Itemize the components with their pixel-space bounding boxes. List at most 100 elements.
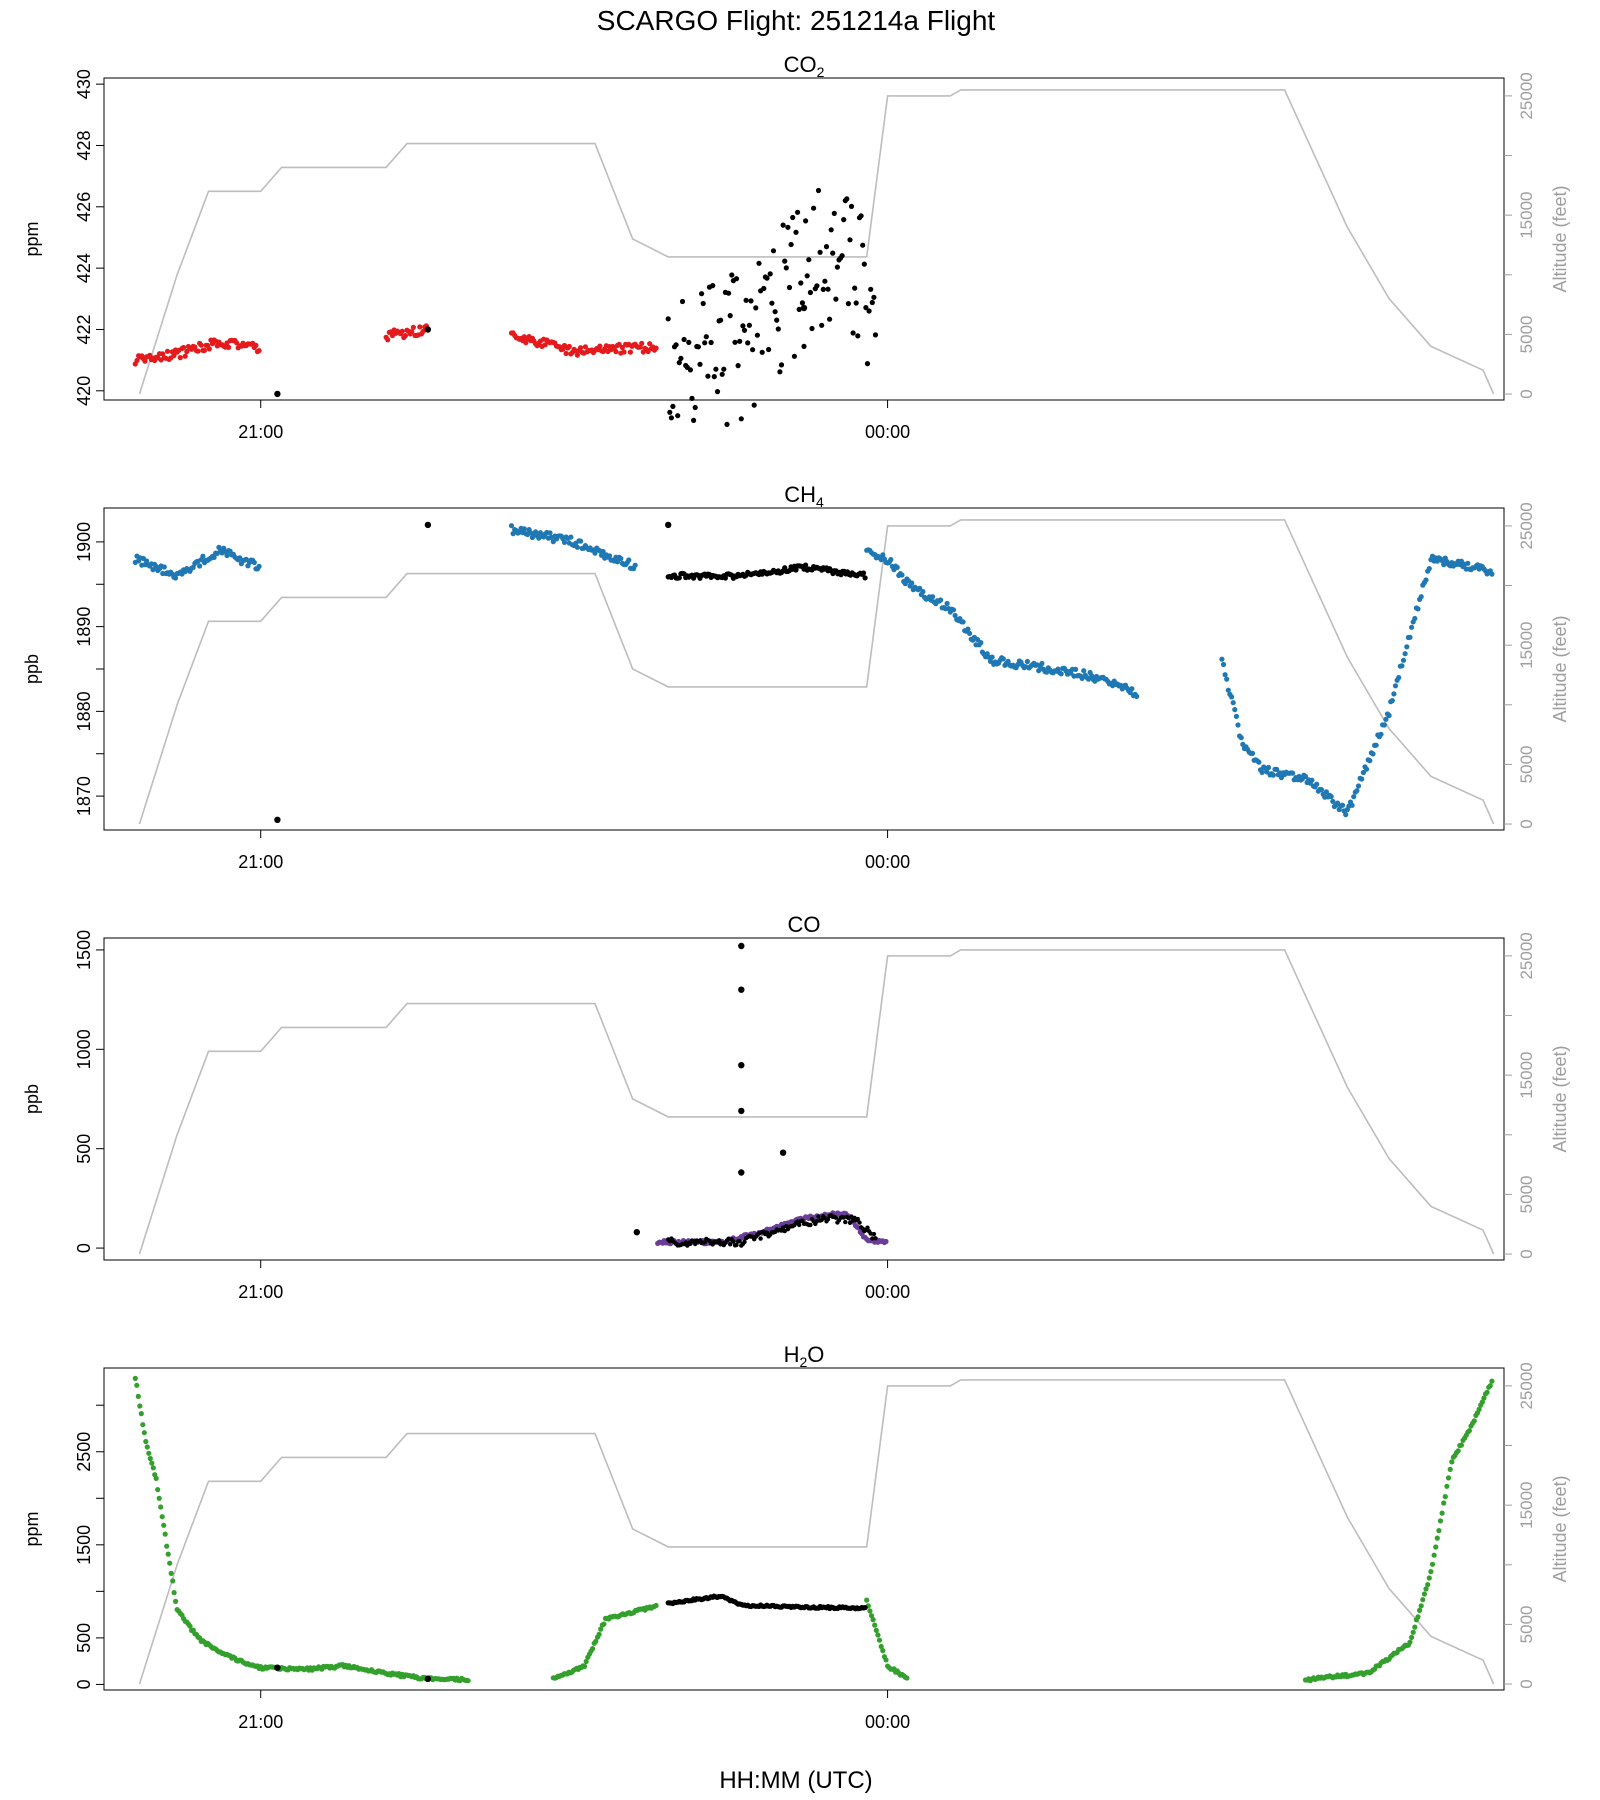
data-point <box>168 1570 174 1576</box>
data-point <box>697 361 703 367</box>
data-point <box>825 286 831 292</box>
outlier-point <box>274 1664 281 1671</box>
data-point <box>596 1631 602 1637</box>
plot-frame <box>103 937 1505 1261</box>
data-point <box>873 1236 878 1241</box>
data-point <box>1476 1406 1482 1412</box>
data-point <box>1134 693 1140 700</box>
data-point <box>793 567 799 573</box>
data-point <box>852 285 858 291</box>
data-point <box>224 552 230 559</box>
data-point <box>578 345 584 351</box>
data-point <box>989 654 995 660</box>
data-point <box>673 342 679 348</box>
data-point <box>857 1220 862 1225</box>
data-point <box>960 619 966 625</box>
data-point <box>786 284 793 291</box>
data-point <box>578 538 584 544</box>
data-point <box>399 328 405 334</box>
data-point <box>766 346 772 353</box>
data-point <box>681 336 687 343</box>
data-point <box>866 308 872 314</box>
data-point <box>184 348 190 355</box>
panel-2: CH4 1870 1880 1890 1900 ppb 0 5000 15000 25000 Alt… <box>22 482 1570 872</box>
data-point <box>855 1216 860 1222</box>
data-point <box>864 361 871 367</box>
data-point <box>134 1382 140 1388</box>
data-point <box>737 1239 742 1244</box>
altitude-tick-label: 0 <box>1517 1679 1536 1688</box>
data-point <box>782 1228 787 1234</box>
data-point <box>819 1217 824 1223</box>
data-point <box>195 348 201 354</box>
x-tick-label: 21:00 <box>238 852 283 872</box>
data-point <box>206 346 212 352</box>
data-point <box>582 344 589 350</box>
data-point <box>1235 722 1241 728</box>
data-point <box>860 242 866 248</box>
data-point <box>161 564 167 570</box>
data-point <box>1441 1500 1447 1506</box>
data-point <box>1421 1591 1427 1597</box>
altitude-line <box>138 949 1495 1255</box>
data-point <box>778 362 785 368</box>
data-point <box>627 349 634 355</box>
altitude-line <box>138 89 1495 395</box>
altitude-tick-label: 0 <box>1517 1249 1536 1258</box>
data-point <box>667 409 673 415</box>
data-point <box>665 316 671 322</box>
data-point <box>626 557 632 563</box>
data-point <box>1359 776 1365 782</box>
data-point <box>823 244 830 250</box>
data-point <box>883 1238 889 1245</box>
y-tick-label: 422 <box>74 314 94 344</box>
data-point <box>1238 735 1244 741</box>
data-point <box>880 552 886 558</box>
data-point <box>147 1455 153 1462</box>
data-point <box>788 241 794 248</box>
data-point <box>870 1617 876 1623</box>
data-point <box>1039 660 1045 667</box>
outlier-point <box>424 326 432 333</box>
data-point <box>132 1375 138 1381</box>
data-point <box>751 402 757 408</box>
data-point <box>144 1444 150 1450</box>
data-point <box>797 1222 802 1228</box>
data-point <box>820 286 826 292</box>
data-point <box>150 1465 156 1471</box>
data-point <box>767 271 773 277</box>
data-point <box>827 316 833 322</box>
data-point <box>815 187 822 194</box>
data-point <box>791 353 798 359</box>
outlier-point <box>274 390 281 398</box>
data-point <box>1429 1561 1436 1567</box>
data-point <box>1319 787 1325 793</box>
y-tick-label: 428 <box>74 130 94 160</box>
data-point <box>834 264 841 270</box>
data-point <box>878 1643 884 1650</box>
data-point <box>1410 1629 1416 1635</box>
data-point <box>1351 794 1357 800</box>
data-point <box>864 1597 870 1603</box>
data-point <box>156 1495 162 1501</box>
data-point <box>1386 712 1392 719</box>
data-point <box>140 1422 146 1428</box>
outlier-point <box>738 986 745 993</box>
data-point <box>848 203 855 209</box>
data-point <box>1426 566 1432 572</box>
data-point <box>1434 1535 1440 1541</box>
data-point <box>160 351 166 357</box>
data-point <box>597 343 603 349</box>
data-point <box>1436 1528 1442 1534</box>
data-point <box>806 257 812 263</box>
data-point <box>385 337 391 343</box>
data-point <box>402 333 408 339</box>
data-point <box>1233 713 1239 720</box>
data-point <box>1418 594 1424 600</box>
data-point <box>508 523 515 529</box>
data-point <box>748 298 754 304</box>
data-point <box>1407 634 1413 640</box>
data-point <box>1278 775 1284 781</box>
data-point <box>1259 769 1265 776</box>
data-point <box>880 1648 886 1654</box>
